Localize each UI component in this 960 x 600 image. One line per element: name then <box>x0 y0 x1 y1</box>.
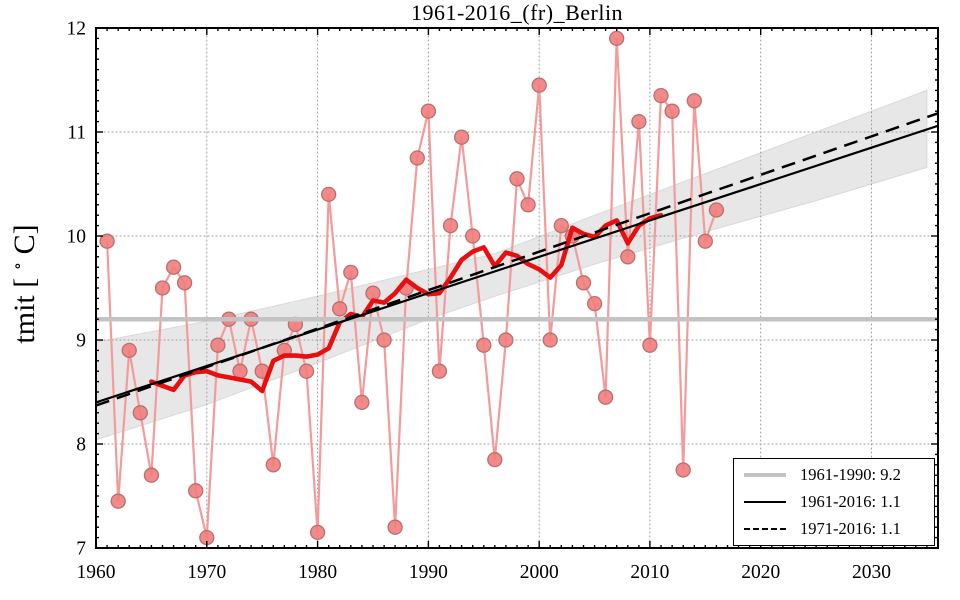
smoothed-series-line <box>149 212 664 394</box>
data-point <box>376 332 392 348</box>
data-point <box>520 197 536 213</box>
data-point <box>509 171 525 187</box>
legend-entry-trend-1961-2016: 1961-2016: 1.1 <box>744 489 928 515</box>
legend-label: 1971-2016: 1.1 <box>800 518 901 538</box>
legend-entry-trend-1971-2016: 1971-2016: 1.1 <box>744 516 928 542</box>
data-point <box>642 337 658 353</box>
legend: 1961-1990: 9.2 1961-2016: 1.1 1971-2016:… <box>733 458 935 546</box>
data-point <box>265 457 281 473</box>
y-axis-label: tmit [ ∘ C] <box>8 24 52 544</box>
y-tick-label: 9 <box>76 331 86 352</box>
data-point <box>498 332 514 348</box>
y-tick-label: 10 <box>67 227 87 248</box>
grid-lines <box>95 27 939 549</box>
data-point <box>176 275 193 291</box>
y-tick-label: 12 <box>67 19 87 40</box>
data-point <box>165 259 182 275</box>
x-tick-label: 1970 <box>187 562 226 583</box>
data-point <box>476 337 492 353</box>
data-point <box>143 467 160 483</box>
data-point <box>99 233 115 249</box>
data-point <box>365 285 381 301</box>
data-point <box>631 113 647 130</box>
x-tick-label: 2000 <box>520 562 559 583</box>
y-tick-label: 7 <box>76 539 86 560</box>
data-point <box>686 93 702 109</box>
data-point <box>708 202 725 218</box>
data-point <box>343 264 359 281</box>
annual-series-line <box>106 37 718 539</box>
data-point <box>154 280 171 296</box>
data-point <box>697 233 713 249</box>
x-tick-label: 1980 <box>298 562 337 583</box>
data-point <box>609 30 625 47</box>
data-point <box>321 186 337 203</box>
data-point <box>531 77 547 93</box>
data-point <box>675 462 691 478</box>
data-point <box>210 337 226 353</box>
data-point <box>387 519 403 535</box>
legend-entry-reference-mean: 1961-1990: 9.2 <box>744 462 928 488</box>
data-point <box>420 103 437 119</box>
data-point <box>309 524 326 541</box>
data-point <box>298 363 315 379</box>
axis-ticks <box>95 27 939 549</box>
data-point <box>188 483 204 499</box>
x-tick-label: 2030 <box>852 562 891 583</box>
x-tick-label: 1960 <box>77 562 116 583</box>
y-axis-label-text: tmit [ <box>8 270 41 344</box>
x-tick-label: 2020 <box>741 562 780 583</box>
y-axis-label-unit: C] <box>8 224 41 262</box>
data-point <box>575 275 592 291</box>
trend-line-solid <box>95 124 939 404</box>
x-tick-label: 2010 <box>630 562 669 583</box>
y-tick-label: 11 <box>67 123 86 144</box>
data-point <box>453 129 470 145</box>
data-point <box>121 342 137 359</box>
data-point <box>465 228 481 244</box>
data-point <box>664 103 680 119</box>
data-point <box>487 451 503 468</box>
gray-line-swatch <box>744 473 786 478</box>
data-point <box>442 217 459 234</box>
y-tick-label: 8 <box>76 435 86 456</box>
data-point <box>586 295 603 312</box>
legend-label: 1961-1990: 9.2 <box>800 465 901 485</box>
chart-title: 1961-2016_(fr)_Berlin <box>410 0 624 25</box>
x-tick-label: 1990 <box>409 562 448 583</box>
data-point <box>620 249 636 265</box>
degree-symbol: ∘ <box>8 261 27 271</box>
dashed-line-swatch <box>744 527 786 530</box>
data-point <box>110 493 126 509</box>
data-point <box>653 87 669 104</box>
trend-line-dashed <box>95 112 939 407</box>
data-point <box>542 332 558 348</box>
data-point <box>354 394 370 411</box>
solid-line-swatch <box>744 500 786 503</box>
data-point <box>332 301 348 317</box>
data-point <box>409 150 425 166</box>
legend-label: 1961-2016: 1.1 <box>800 491 901 511</box>
data-point <box>431 363 448 379</box>
data-point <box>132 405 148 421</box>
data-point <box>597 389 614 405</box>
data-point <box>553 217 569 234</box>
data-point <box>232 363 248 379</box>
tick-labels: 1960 1970 1980 1990 2000 2010 2020 2030 7 8 9 10 11 1… <box>67 19 892 584</box>
